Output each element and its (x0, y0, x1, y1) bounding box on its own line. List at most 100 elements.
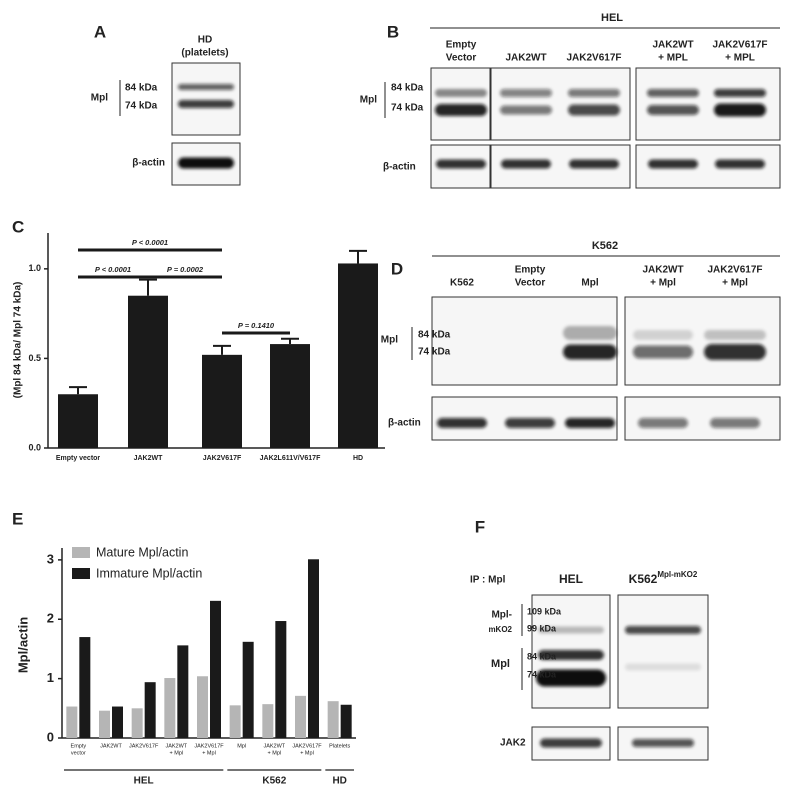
label: E (12, 509, 23, 528)
blot-band (715, 159, 765, 169)
label: 74 kDa (527, 669, 557, 679)
label: HD (353, 455, 363, 462)
bar (128, 295, 168, 448)
label: JAK2V617F (566, 53, 621, 64)
blot-frame (617, 594, 709, 709)
blot-frame (431, 296, 618, 386)
blot-band (648, 159, 698, 169)
label: JAK2 (500, 738, 526, 749)
label: A (94, 22, 106, 41)
bar (99, 710, 110, 738)
blot-frame (490, 67, 631, 141)
blot-band (704, 330, 766, 340)
label: JAK2WT (134, 455, 164, 462)
label: 1.0 (28, 263, 41, 273)
label: JAK2V617F (292, 743, 322, 749)
bar (164, 678, 176, 738)
blot-band (435, 89, 487, 97)
bar (66, 706, 78, 738)
label: JAK2V617F (194, 743, 224, 749)
label: + Mpl (722, 278, 748, 289)
label: + MPL (658, 53, 688, 64)
label: 1 (47, 670, 54, 685)
label: JAK2V617F (712, 40, 767, 51)
label: JAK2WT (263, 743, 285, 749)
blot-band (633, 330, 693, 340)
label: 84 kDa (418, 330, 451, 341)
blot-band (704, 344, 766, 360)
label: JAK2WT (100, 743, 122, 749)
blot-band (625, 663, 701, 671)
label: 74 kDa (418, 347, 451, 358)
blot-frame (171, 62, 241, 136)
bar (338, 263, 378, 448)
bar (112, 706, 123, 738)
label: 0.5 (28, 353, 41, 363)
blot-band (563, 326, 617, 340)
label: Empty (446, 40, 477, 51)
label: HEL (559, 572, 583, 586)
label: HEL (134, 776, 154, 787)
label: JAK2V617F (707, 265, 762, 276)
label: K562 (262, 776, 286, 787)
blot-band (563, 344, 617, 360)
blot-band (647, 105, 699, 115)
label: β-actin (383, 162, 416, 173)
legend-swatch (72, 568, 90, 579)
label: 3 (47, 551, 54, 566)
label: K562 (592, 240, 618, 252)
label: Empty (515, 265, 546, 276)
blot-band (538, 650, 604, 660)
label: C (12, 217, 24, 236)
blot-band (500, 89, 552, 97)
blot-band (501, 159, 551, 169)
y-axis-title: (Mpl 84 kDa/ Mpl 74 kDa) (13, 282, 24, 399)
label: P < 0.0001 (95, 265, 131, 274)
blot-band (536, 669, 606, 687)
label: IP : Mpl (470, 575, 506, 586)
bar (131, 708, 143, 738)
bar (295, 695, 306, 738)
label: P = 0.1410 (238, 321, 275, 330)
label: mKO2 (488, 625, 512, 634)
blot-band (436, 159, 486, 169)
bar (202, 354, 242, 448)
label: 84 kDa (125, 83, 158, 94)
label: 109 kDa (527, 606, 562, 616)
label: K562 (450, 278, 474, 289)
blot-band (568, 104, 620, 116)
bar (262, 704, 274, 738)
label: Mature Mpl/actin (96, 545, 188, 559)
label: + Mpl (650, 278, 676, 289)
label: JAK2V617F (203, 455, 242, 462)
bar (177, 645, 189, 738)
blot-band (178, 100, 234, 108)
label: 74 kDa (391, 103, 424, 114)
label: 0.0 (28, 442, 41, 452)
lane-name: K562 (629, 572, 658, 586)
bar (144, 682, 156, 738)
bar (229, 705, 241, 738)
label: HD (332, 776, 346, 787)
label: + Mpl (300, 750, 314, 756)
label: vector (71, 750, 86, 756)
blot-band (178, 84, 234, 90)
label: β-actin (132, 158, 165, 169)
bar (270, 344, 310, 448)
label: P < 0.0001 (132, 238, 168, 247)
lane-superscript: Mpl-mKO2 (657, 570, 698, 579)
label: 2 (47, 611, 54, 626)
bar (58, 394, 98, 448)
label: HEL (601, 12, 623, 24)
bar (79, 637, 91, 738)
label: Vector (515, 278, 546, 289)
blot-band (178, 157, 234, 169)
blot-band (714, 89, 766, 97)
label: F (475, 517, 485, 536)
blot-band (647, 89, 699, 97)
bar (308, 559, 319, 738)
blot-band (435, 104, 487, 116)
bar (242, 641, 254, 738)
blot-band (437, 418, 487, 428)
